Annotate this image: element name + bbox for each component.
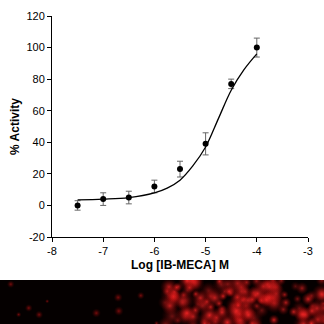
svg-text:-5: -5 (201, 245, 211, 257)
svg-text:80: 80 (33, 73, 45, 85)
svg-text:-4: -4 (252, 245, 262, 257)
svg-text:120: 120 (26, 10, 44, 22)
svg-text:-20: -20 (29, 231, 45, 243)
svg-text:-3: -3 (303, 245, 313, 257)
svg-text:20: 20 (33, 168, 45, 180)
svg-text:Log [IB-MECA] M: Log [IB-MECA] M (131, 258, 229, 272)
svg-text:60: 60 (33, 105, 45, 117)
svg-text:% Activity: % Activity (8, 98, 22, 155)
svg-text:100: 100 (26, 41, 44, 53)
svg-text:-8: -8 (47, 245, 57, 257)
svg-text:0: 0 (39, 199, 45, 211)
svg-text:-6: -6 (150, 245, 160, 257)
svg-text:-7: -7 (98, 245, 108, 257)
svg-text:40: 40 (33, 136, 45, 148)
